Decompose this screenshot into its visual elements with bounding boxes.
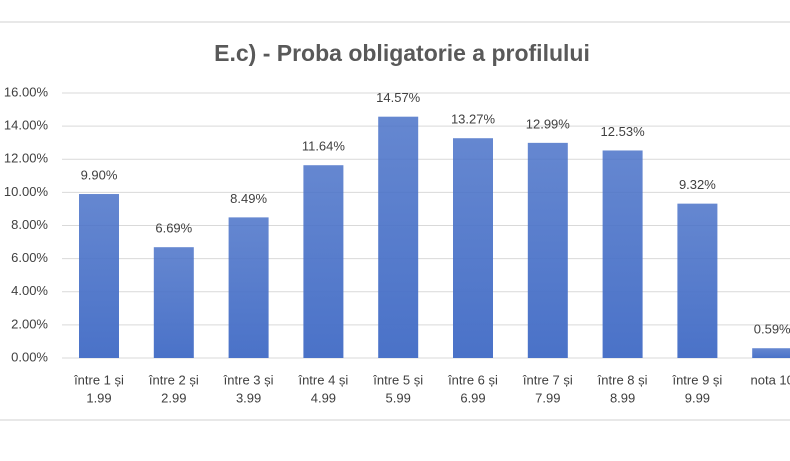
chart-title: E.c) - Proba obligatorie a profilului xyxy=(214,40,590,66)
y-tick-label: 12.00% xyxy=(4,151,49,166)
bar xyxy=(153,247,194,358)
bar xyxy=(602,150,643,358)
data-label: 12.53% xyxy=(601,124,646,139)
x-tick-label: între 8 și xyxy=(597,372,648,387)
x-tick-label: 4.99 xyxy=(311,390,336,405)
data-label: 9.90% xyxy=(81,167,118,182)
x-tick-label: între 1 și xyxy=(73,372,124,387)
x-tick-label: 1.99 xyxy=(86,390,111,405)
bar xyxy=(79,194,119,358)
bar xyxy=(228,217,269,358)
y-tick-label: 16.00% xyxy=(4,84,49,99)
x-tick-label: 6.99 xyxy=(460,390,485,405)
x-tick-label: între 6 și xyxy=(447,372,498,387)
bar xyxy=(752,348,790,358)
data-label: 0.59% xyxy=(754,322,790,337)
x-tick-label: între 5 și xyxy=(372,372,423,387)
x-tick-label: 7.99 xyxy=(535,390,560,405)
x-tick-label: între 3 și xyxy=(223,372,274,387)
data-label: 12.99% xyxy=(526,116,571,131)
x-tick-label: nota 10 xyxy=(751,372,790,387)
bar xyxy=(527,142,568,358)
y-tick-label: 6.00% xyxy=(11,250,48,265)
bar xyxy=(378,116,419,358)
x-tick-label: 8.99 xyxy=(610,390,635,405)
data-label: 14.57% xyxy=(376,90,421,105)
x-tick-label: 2.99 xyxy=(161,390,186,405)
y-tick-label: 10.00% xyxy=(4,184,49,199)
y-tick-label: 4.00% xyxy=(11,283,48,298)
x-tick-label: între 2 și xyxy=(148,372,199,387)
data-label: 6.69% xyxy=(155,221,192,236)
x-tick-label: între 9 și xyxy=(671,372,722,387)
data-label: 11.64% xyxy=(302,139,346,154)
data-label: 8.49% xyxy=(230,191,267,206)
bar xyxy=(677,203,718,358)
x-tick-label: 9.99 xyxy=(685,390,710,405)
data-label: 13.27% xyxy=(451,112,496,127)
bar xyxy=(453,138,493,358)
x-tick-label: între 4 și xyxy=(297,372,348,387)
x-tick-label: 3.99 xyxy=(236,390,261,405)
x-tick-label: între 7 și xyxy=(522,372,573,387)
y-tick-label: 2.00% xyxy=(11,316,48,331)
y-tick-label: 8.00% xyxy=(11,217,48,232)
bar xyxy=(303,165,344,358)
data-label: 9.32% xyxy=(679,177,716,192)
y-tick-label: 14.00% xyxy=(4,118,49,133)
x-tick-label: 5.99 xyxy=(386,390,411,405)
y-tick-label: 0.00% xyxy=(11,349,48,364)
